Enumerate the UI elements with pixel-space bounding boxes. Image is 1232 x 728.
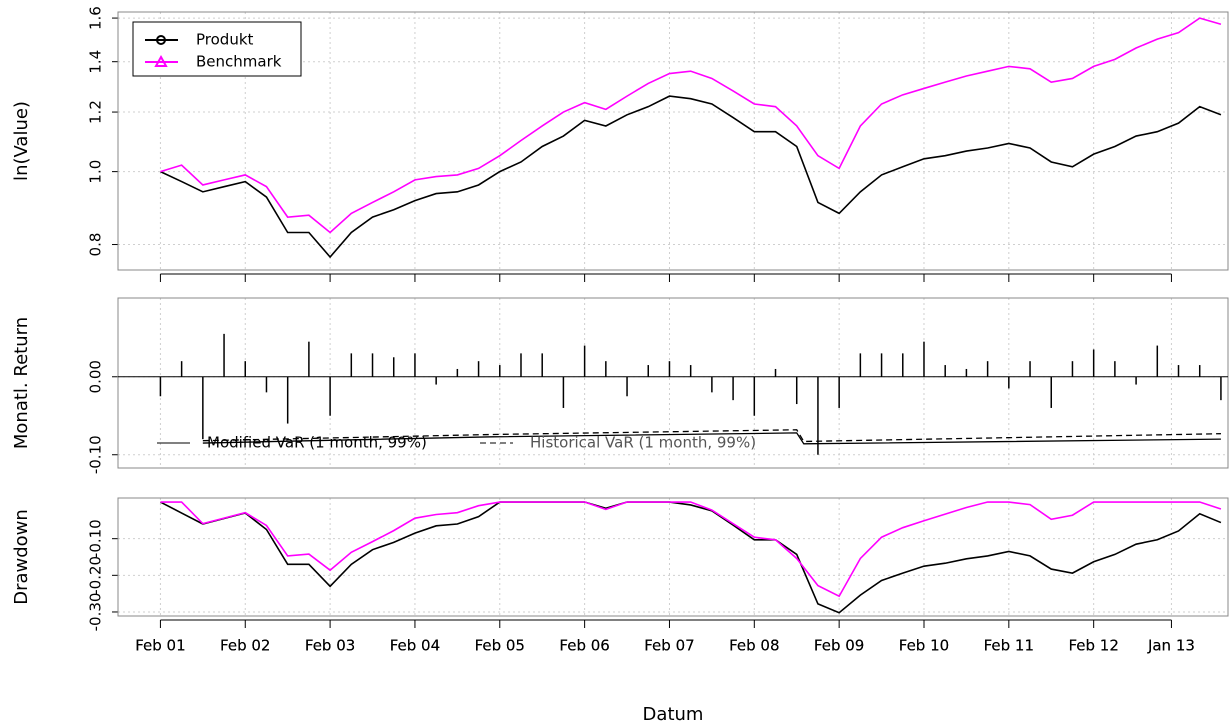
x-tick-label: Feb 06 — [559, 637, 609, 655]
x-tick-label: Feb 03 — [305, 637, 355, 655]
x-tick-label: Feb 10 — [899, 637, 949, 655]
x-tick-label: Feb 10 — [899, 637, 949, 655]
x-tick-label: Feb 07 — [644, 637, 694, 655]
series-line — [160, 95, 1222, 259]
panel-frame — [117, 297, 1229, 469]
x-tick-label: Feb 02 — [220, 637, 270, 655]
legend-marker — [154, 54, 168, 67]
x-tick-label: Feb 01 — [135, 637, 185, 655]
x-tick-label: Feb 09 — [814, 637, 864, 655]
y-tick-label: 1.6 — [87, 6, 105, 30]
series-line — [160, 501, 1222, 598]
series-line — [160, 501, 1222, 614]
y-axis-label: Monatl. Return — [11, 317, 32, 449]
legend-marker — [156, 35, 166, 45]
x-tick-label: Feb 11 — [984, 637, 1034, 655]
y-tick-label: -0.10 — [87, 519, 105, 558]
x-tick-label: Feb 01 — [135, 637, 185, 655]
legend-label: Modified VaR (1 month, 99%) — [207, 434, 427, 452]
panel-frame — [117, 11, 1229, 271]
x-tick-label: Feb 05 — [475, 637, 525, 655]
y-axis-label: ln(Value) — [11, 101, 32, 181]
legend-label: Benchmark — [196, 53, 282, 71]
series-line — [160, 17, 1222, 234]
x-tick-label: Feb 12 — [1068, 637, 1118, 655]
y-tick-label: -0.20 — [87, 556, 105, 595]
x-tick-label: Feb 04 — [390, 637, 440, 655]
y-tick-label: 0.00 — [87, 360, 105, 393]
legend: Produkt Benchmark — [132, 21, 302, 77]
x-tick-label: Jan 13 — [1147, 637, 1195, 655]
x-axis-label: Datum — [643, 704, 704, 725]
x-tick-label: Feb 08 — [729, 637, 779, 655]
x-tick-label: Feb 03 — [305, 637, 355, 655]
x-tick-label: Feb 07 — [644, 637, 694, 655]
var-line — [202, 432, 1221, 445]
var-line — [202, 429, 1221, 443]
y-tick-label: 0.8 — [87, 233, 105, 257]
y-tick-label: 1.0 — [87, 160, 105, 184]
legend-label: Produkt — [196, 31, 254, 49]
x-tick-label: Jan 13 — [1147, 637, 1195, 655]
x-tick-label: Feb 04 — [390, 637, 440, 655]
legend-label: Historical VaR (1 month, 99%) — [530, 434, 756, 452]
y-axis-label: Drawdown — [11, 509, 32, 605]
y-tick-label: -0.10 — [87, 435, 105, 474]
y-tick-label: 1.4 — [87, 50, 105, 74]
x-tick-label: Feb 12 — [1068, 637, 1118, 655]
x-tick-label: Feb 11 — [984, 637, 1034, 655]
x-tick-label: Feb 08 — [729, 637, 779, 655]
y-tick-label: -0.30 — [87, 593, 105, 632]
panel-frame — [117, 497, 1229, 617]
x-tick-label: Feb 02 — [220, 637, 270, 655]
x-tick-label: Feb 09 — [814, 637, 864, 655]
y-tick-label: 1.2 — [87, 100, 105, 124]
x-tick-label: Feb 05 — [475, 637, 525, 655]
x-tick-label: Feb 06 — [559, 637, 609, 655]
